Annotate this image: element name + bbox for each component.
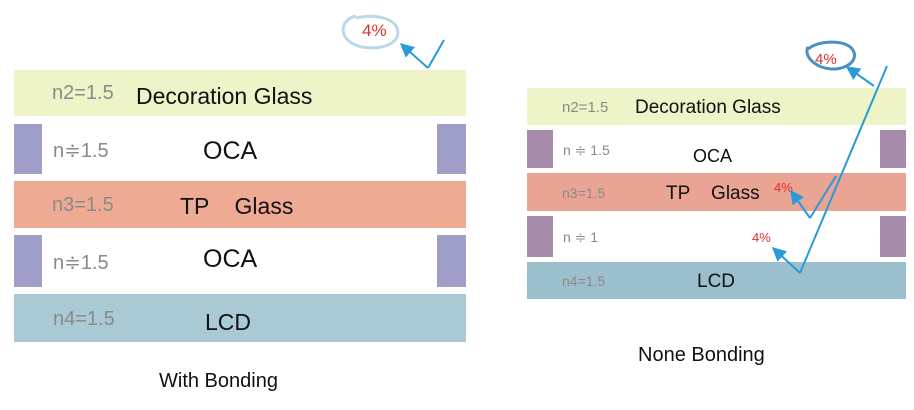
oca-left-pad: [14, 124, 42, 174]
decoration-glass-index: n2=1.5: [52, 82, 114, 104]
reflected-ray-top: [845, 66, 875, 87]
decoration-glass-index: n2=1.5: [562, 99, 609, 116]
tp-glass-layer: [14, 181, 466, 228]
oca-right-pad: [437, 124, 466, 174]
oca-right-pad: [880, 130, 906, 168]
air-gap-left-pad: [527, 216, 553, 257]
lcd-label: LCD: [697, 271, 736, 292]
tp-glass-index: n3=1.5: [52, 194, 114, 216]
reflection-swirl-right: [805, 40, 856, 71]
oca-left-pad: [14, 235, 42, 287]
tp-glass-layer: [527, 173, 906, 211]
reflection-percent: 4%: [362, 21, 387, 40]
oca-index: n≑1.5: [53, 140, 109, 162]
oca-right-pad: [437, 235, 466, 287]
reflected-ray-tp: [809, 175, 837, 219]
reflection-percent-tp: 4%: [774, 180, 793, 195]
oca-left-pad: [527, 130, 553, 168]
tp-glass-index: n3=1.5: [562, 185, 606, 201]
lcd-layer: [527, 262, 906, 299]
oca-label: OCA: [203, 245, 258, 273]
oca-label: OCA: [203, 137, 258, 165]
decoration-glass-label: Decoration Glass: [136, 83, 313, 109]
air-gap-right-pad: [880, 216, 906, 257]
oca-index: n≑1.5: [53, 252, 109, 274]
reflected-ray-tp-head: [790, 189, 811, 219]
reflected-ray-left: [399, 43, 429, 69]
none-bonding-caption: None Bonding: [638, 344, 765, 366]
tp-glass-label: TP Glass: [180, 193, 294, 219]
lcd-index: n4=1.5: [53, 308, 115, 330]
lcd-layer: [14, 294, 466, 342]
reflection-percent-air: 4%: [752, 230, 771, 245]
reflected-ray-air: [771, 247, 801, 274]
air-gap-index: n ≑ 1: [563, 229, 599, 245]
decoration-glass-layer: [14, 70, 466, 116]
decoration-glass-label: Decoration Glass: [635, 97, 781, 118]
oca-index: n ≑ 1.5: [563, 142, 610, 158]
reflection-percent-top: 4%: [815, 51, 837, 68]
incident-ray-left: [427, 39, 445, 69]
tp-glass-label: TP Glass: [666, 183, 760, 204]
decoration-glass-layer: [527, 88, 906, 125]
lcd-label: LCD: [205, 309, 252, 335]
oca-label: OCA: [693, 146, 733, 166]
reflection-swirl-left: [341, 14, 400, 50]
lcd-index: n4=1.5: [562, 273, 606, 289]
with-bonding-caption: With Bonding: [159, 370, 278, 392]
incident-ray-right: [799, 65, 888, 274]
